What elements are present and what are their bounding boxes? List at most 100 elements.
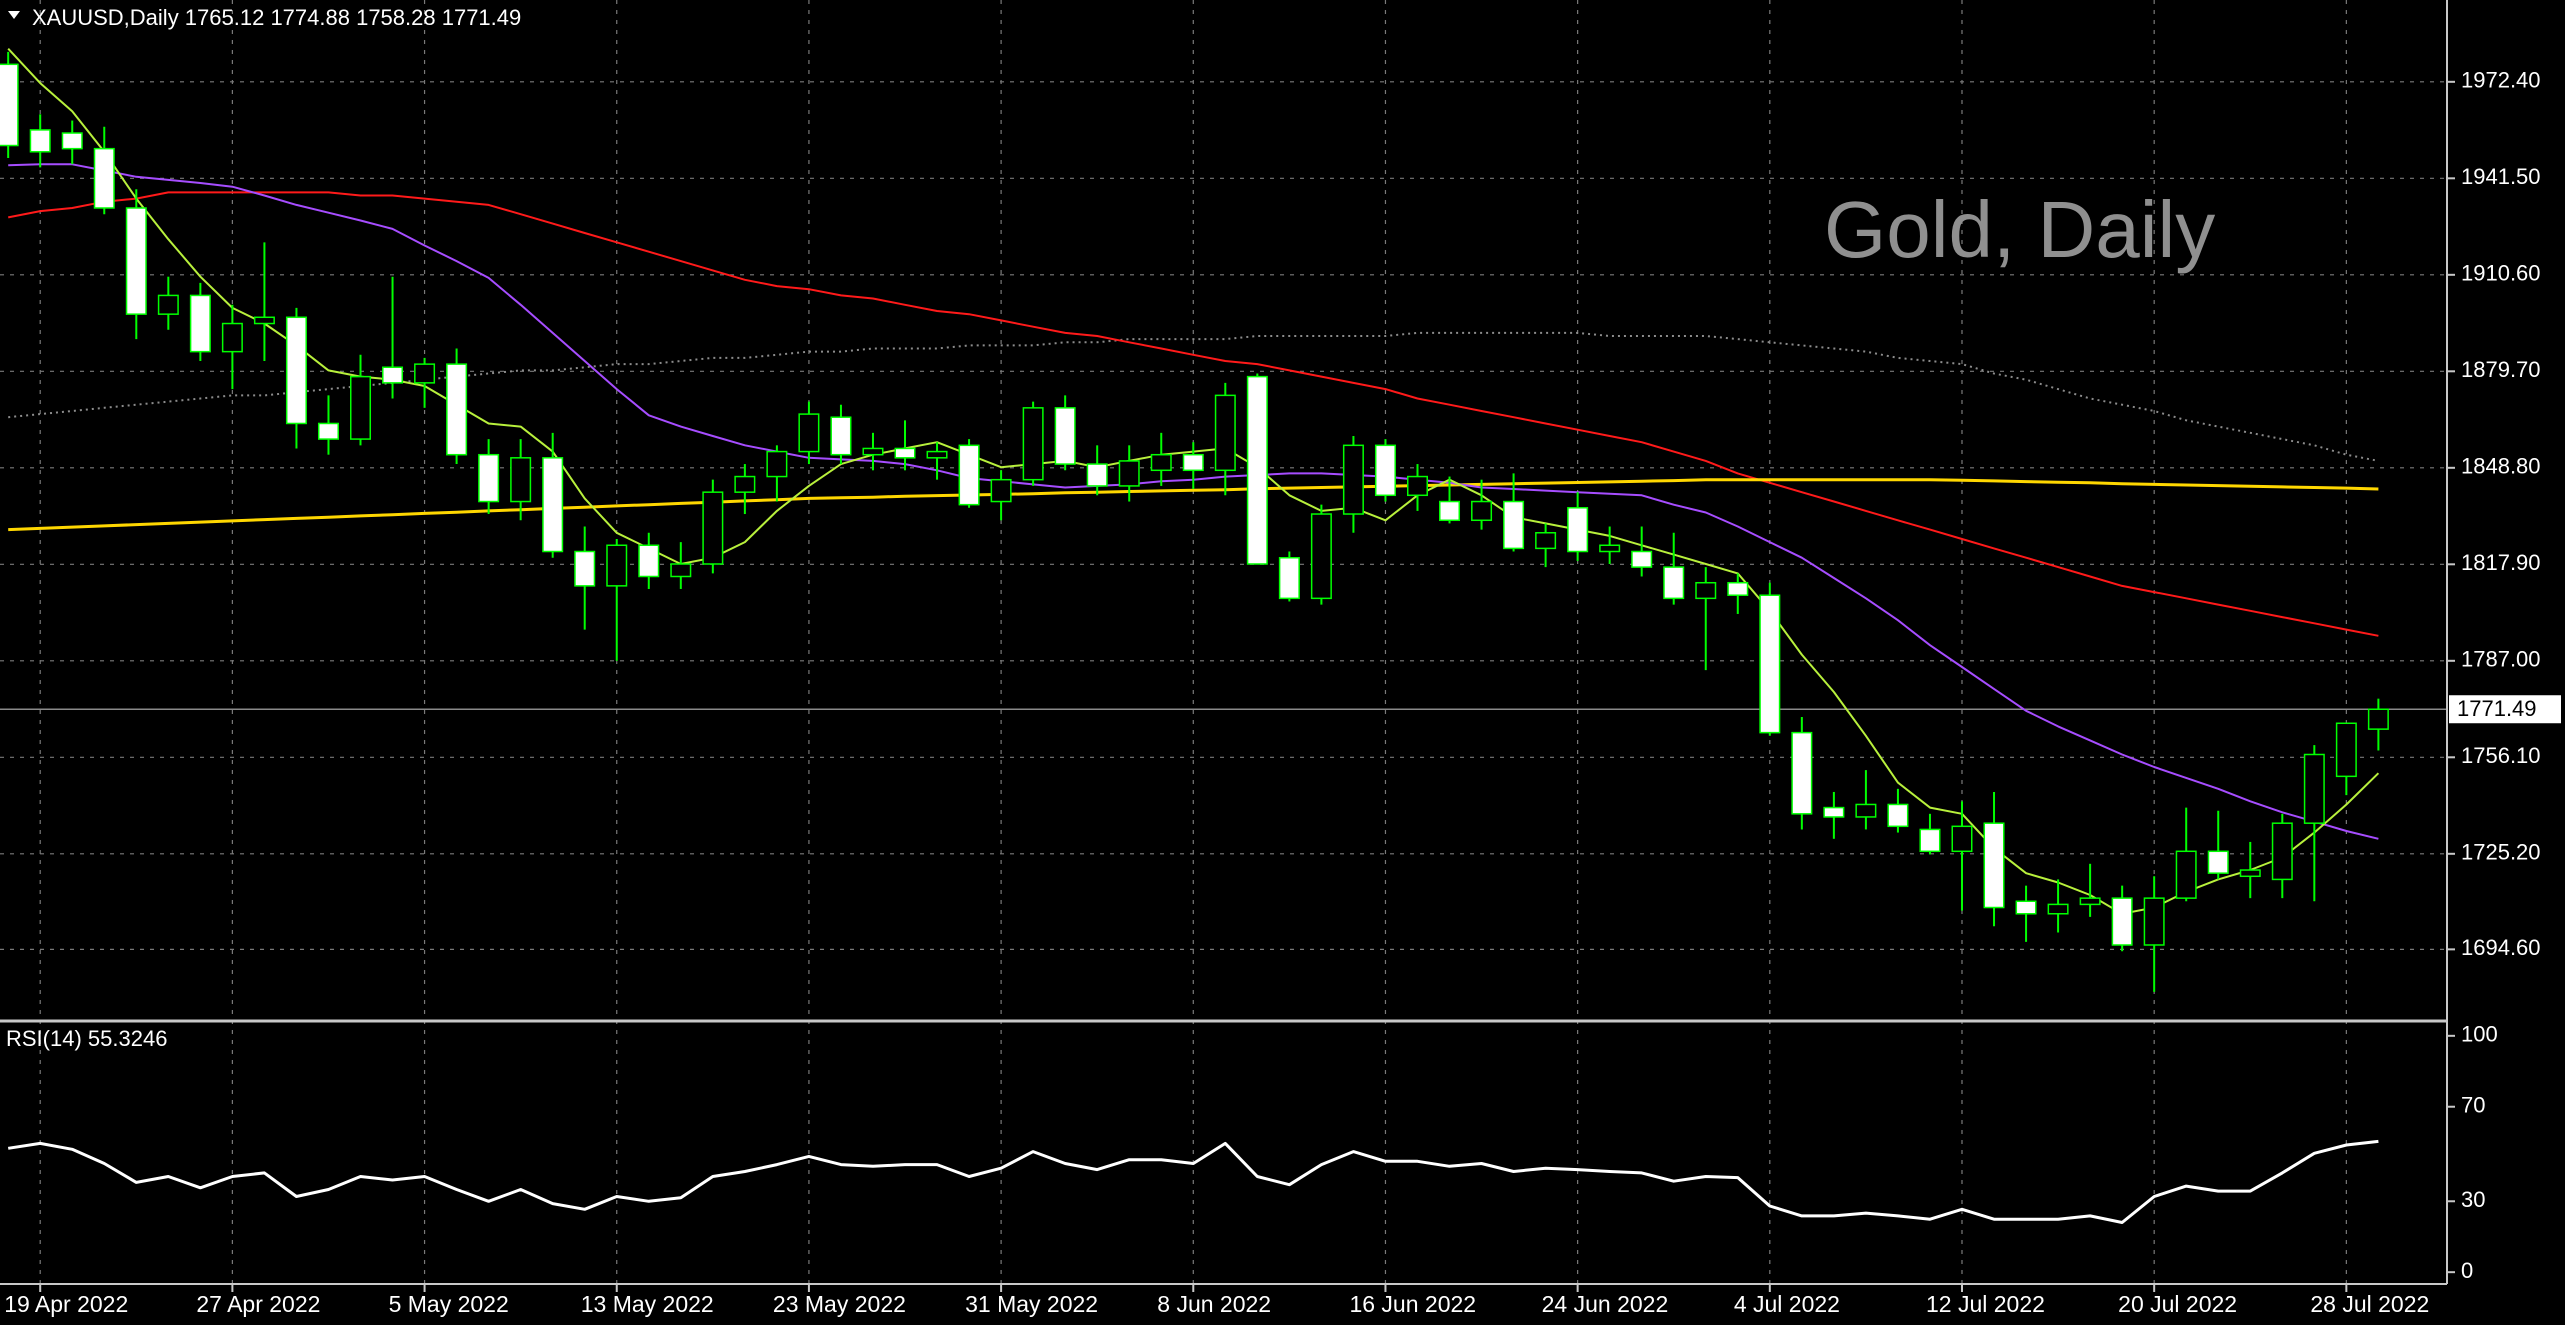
indicator-line: [7, 1139, 2379, 1224]
candle-body: [350, 375, 372, 440]
y-tick-label: 1756.10: [2461, 743, 2541, 768]
candle-body: [1439, 500, 1461, 522]
candle-body: [125, 207, 147, 315]
y-tick-label: 1725.20: [2461, 840, 2541, 865]
current-price-box: [2449, 695, 2561, 724]
candle-body: [702, 491, 724, 565]
candle-body: [2143, 897, 2165, 946]
candle-body: [1663, 566, 1685, 600]
candle-body: [1727, 581, 1749, 596]
candle-body: [157, 294, 179, 315]
candle-body: [606, 544, 628, 587]
x-tick-label: 13 May 2022: [581, 1291, 714, 1317]
candle-body: [1631, 550, 1653, 568]
x-tick-label: 8 Jun 2022: [1157, 1291, 1271, 1317]
candle-body: [189, 294, 211, 353]
watermark: Gold, Daily: [1824, 185, 2215, 274]
candle-body: [926, 450, 948, 459]
candle-body: [1695, 581, 1717, 600]
candle-body: [1118, 460, 1140, 487]
candle-body: [1599, 544, 1621, 553]
candle-body: [1887, 803, 1909, 828]
candle-body: [2367, 708, 2389, 730]
candle-body: [1310, 513, 1332, 600]
candle-body: [1182, 453, 1204, 472]
y-tick-label: 1817.90: [2461, 550, 2541, 575]
indicator-lines: [7, 48, 2380, 1224]
x-tick-label: 20 Jul 2022: [2118, 1291, 2237, 1317]
y-tick-label: 1787.00: [2461, 647, 2541, 672]
candle-body: [1214, 394, 1236, 472]
menu-triangle[interactable]: [8, 11, 20, 19]
candle-body: [382, 366, 404, 384]
candle-body: [478, 453, 500, 503]
candle-body: [446, 363, 468, 456]
candle-body: [1759, 594, 1781, 734]
x-tick-label: 12 Jul 2022: [1926, 1291, 2045, 1317]
x-tick-label: 28 Jul 2022: [2310, 1291, 2429, 1317]
candle-body: [862, 447, 884, 456]
candle-body: [2079, 897, 2101, 906]
candle-body: [1246, 375, 1268, 565]
y-tick-label: 100: [2461, 1022, 2498, 1047]
rsi-header: RSI(14) 55.3246: [6, 1026, 167, 1051]
y-tick-label: 0: [2461, 1258, 2473, 1283]
candle-body: [830, 416, 852, 456]
y-tick-label: 30: [2461, 1187, 2485, 1212]
candle-body: [1054, 407, 1076, 465]
y-tick-label: 1694.60: [2461, 935, 2541, 960]
candle-body: [2047, 903, 2069, 915]
candle-body: [1022, 407, 1044, 481]
candle-body: [93, 147, 115, 209]
candle-body: [734, 475, 756, 493]
candle-body: [1919, 828, 1941, 853]
candle-body: [1535, 532, 1557, 550]
candle-body: [798, 413, 820, 453]
candle-body: [414, 363, 436, 384]
candle-body: [2207, 850, 2229, 874]
candle-body: [574, 550, 596, 587]
y-tick-label: 70: [2461, 1093, 2485, 1118]
x-tick-label: 23 May 2022: [773, 1291, 906, 1317]
y-tick-label: 1972.40: [2461, 68, 2541, 93]
candle-body: [1374, 444, 1396, 497]
symbol-header: XAUUSD,Daily 1765.12 1774.88 1758.28 177…: [32, 5, 521, 30]
candle-body: [894, 447, 916, 459]
candles: [0, 51, 2389, 992]
candle-body: [1951, 825, 1973, 853]
y-tick-label: 1910.60: [2461, 261, 2541, 286]
candle-body: [2111, 897, 2133, 946]
candle-body: [1791, 731, 1813, 815]
x-tick-label: 31 May 2022: [965, 1291, 1098, 1317]
candle-body: [2015, 900, 2037, 915]
indicator-line: [8, 478, 2379, 532]
indicator-line: [8, 191, 2379, 637]
candle-body: [670, 563, 692, 578]
candle-body: [1503, 500, 1525, 550]
candle-body: [1855, 803, 1877, 818]
candle-body: [2175, 850, 2197, 899]
candle-body: [0, 63, 19, 147]
candle-body: [510, 457, 532, 503]
y-tick-label: 1941.50: [2461, 164, 2541, 189]
candle-body: [1086, 463, 1108, 487]
x-tick-label: 19 Apr 2022: [4, 1291, 128, 1317]
x-tick-label: 27 Apr 2022: [196, 1291, 320, 1317]
candle-body: [285, 316, 307, 425]
candle-body: [1342, 444, 1364, 515]
candle-body: [317, 422, 339, 440]
candle-body: [766, 450, 788, 478]
x-tick-label: 5 May 2022: [389, 1291, 509, 1317]
candle-body: [221, 322, 243, 353]
candle-body: [1471, 500, 1493, 522]
y-tick-label: 1848.80: [2461, 454, 2541, 479]
candle-body: [638, 544, 660, 578]
candle-body: [1406, 475, 1428, 497]
candle-body: [2239, 869, 2261, 878]
candle-body: [1983, 822, 2005, 909]
candle-body: [1278, 556, 1300, 600]
candle-body: [2335, 722, 2357, 778]
